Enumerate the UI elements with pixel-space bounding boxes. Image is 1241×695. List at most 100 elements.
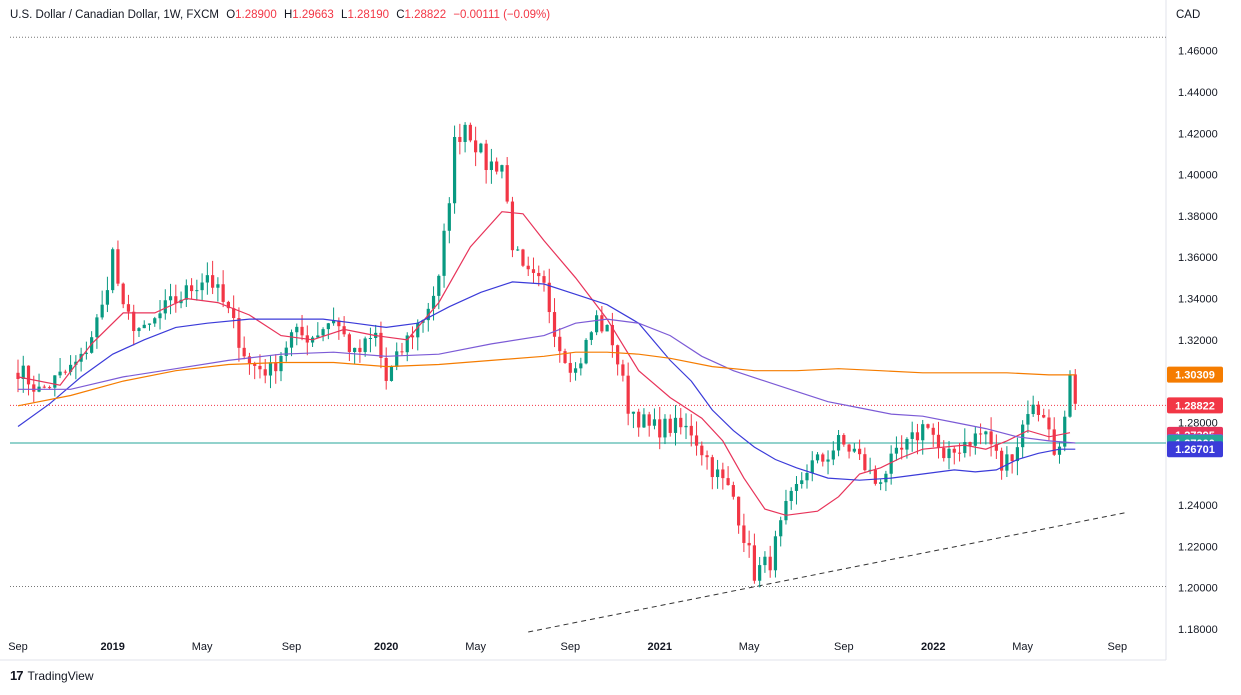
candle-body — [405, 335, 409, 353]
candle-body — [531, 269, 536, 273]
candle-body — [510, 201, 515, 251]
candle-body — [26, 365, 31, 385]
x-tick-label: 2020 — [374, 641, 398, 653]
candle-body — [137, 328, 141, 332]
moving-average-line-0 — [17, 211, 1071, 516]
candle-body — [684, 425, 688, 428]
candle-body — [752, 545, 756, 581]
candle-body — [384, 358, 388, 381]
candle-body — [889, 453, 893, 474]
brand-name: TradingView — [27, 668, 94, 683]
candle-body — [957, 452, 962, 454]
candle-body — [616, 345, 620, 365]
candle-body — [600, 315, 604, 332]
candle-body — [989, 431, 993, 445]
candle-body — [463, 124, 467, 142]
candle-body — [842, 435, 846, 445]
candle-body — [147, 323, 152, 325]
candle-body — [1000, 450, 1004, 471]
candle-body — [42, 386, 46, 388]
candle-body — [353, 347, 357, 352]
candle-body — [1026, 414, 1030, 425]
candle-body — [84, 352, 88, 354]
high-label: H — [283, 9, 293, 21]
candle-body — [626, 375, 630, 414]
candle-body — [284, 347, 288, 356]
x-tick-label: May — [465, 641, 486, 653]
y-tick-label: 1.40000 — [1178, 170, 1218, 182]
moving-average-line-3 — [17, 351, 1076, 407]
candle-body — [410, 335, 415, 338]
candle-body — [1073, 374, 1077, 404]
candle-body — [631, 411, 636, 414]
candle-body — [521, 249, 525, 266]
candle-body — [637, 411, 641, 428]
candle-body — [537, 272, 541, 277]
x-tick-label: Sep — [282, 641, 302, 653]
candle-body — [337, 320, 341, 327]
candle-body — [573, 368, 578, 373]
x-tick-label: Sep — [834, 641, 854, 653]
candle-body — [747, 542, 751, 546]
candle-body — [826, 459, 830, 462]
candle-body — [547, 282, 551, 313]
candle-body — [968, 442, 972, 446]
candle-body — [994, 444, 998, 451]
candle-body — [74, 361, 78, 365]
candle-body — [921, 424, 925, 441]
candle-body — [931, 427, 935, 435]
candle-body — [211, 275, 215, 288]
candle-body — [479, 143, 483, 153]
y-tick-label: 1.20000 — [1178, 583, 1218, 595]
tradingview-logo-icon: 17 — [10, 668, 24, 683]
candle-body — [858, 448, 862, 455]
candle-body — [663, 418, 667, 438]
y-tick-label: 1.32000 — [1178, 335, 1218, 347]
candle-body — [852, 448, 856, 452]
candle-body — [1057, 446, 1062, 455]
candle-body — [821, 454, 825, 462]
candle-body — [63, 371, 67, 373]
candle-body — [568, 362, 572, 373]
candle-body — [200, 282, 204, 291]
candle-body — [237, 318, 241, 348]
candle-body — [737, 496, 741, 526]
candle-body — [69, 364, 73, 372]
y-tick-label: 1.18000 — [1178, 624, 1218, 636]
candle-body — [768, 556, 772, 571]
candle-body — [721, 469, 725, 479]
open-label: O — [226, 9, 236, 21]
candle-body — [863, 454, 867, 471]
candle-body — [605, 324, 609, 332]
x-tick-label: 2021 — [647, 641, 671, 653]
candle-body — [952, 448, 956, 453]
candle-body — [942, 448, 946, 459]
candle-body — [363, 338, 367, 352]
candle-body — [1068, 374, 1072, 417]
x-tick-label: 2019 — [100, 641, 124, 653]
candle-body — [105, 290, 110, 305]
candle-body — [973, 433, 977, 446]
candle-body — [647, 414, 651, 426]
candle-body — [100, 304, 104, 318]
candle-body — [963, 442, 967, 454]
candle-body — [495, 161, 499, 172]
candle-body — [652, 419, 657, 426]
candle-body — [458, 136, 462, 142]
candle-body — [789, 490, 793, 501]
y-tick-label: 1.34000 — [1178, 293, 1218, 305]
change-value: −0.00111 (−0.09%) — [453, 9, 551, 21]
candle-body — [232, 308, 236, 319]
candle-body — [542, 276, 546, 283]
candle-body — [258, 365, 262, 370]
y-tick-label: 1.44000 — [1178, 87, 1218, 99]
x-tick-label: 2022 — [921, 641, 945, 653]
candle-body — [642, 414, 646, 428]
candle-body — [321, 329, 325, 336]
candle-body — [910, 432, 914, 439]
candle-body — [58, 371, 62, 376]
tradingview-brand[interactable]: 17 TradingView — [10, 668, 94, 683]
candle-body — [558, 336, 562, 352]
candle-body — [1015, 447, 1019, 462]
